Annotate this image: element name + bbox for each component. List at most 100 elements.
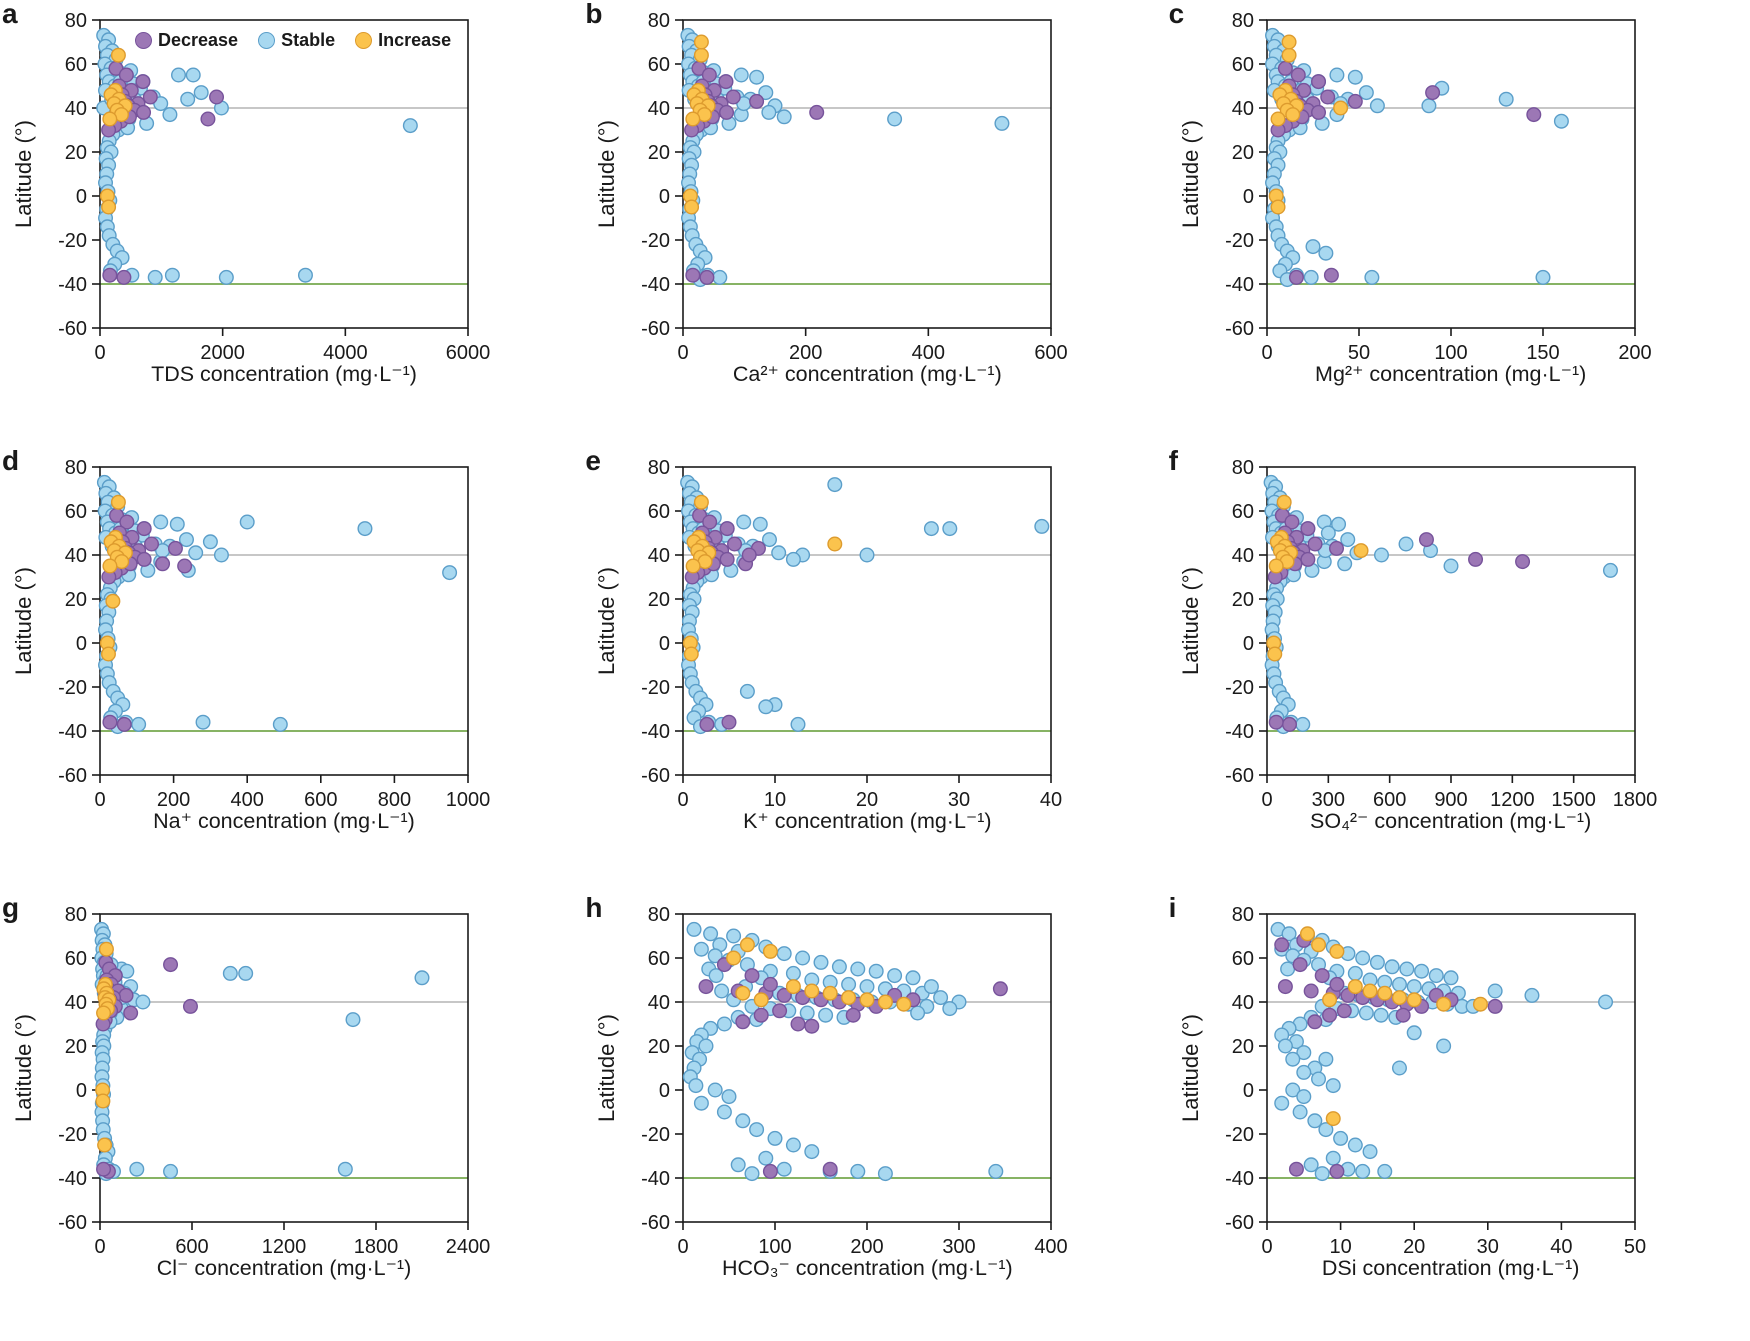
svg-text:-20: -20: [58, 1124, 87, 1146]
svg-text:300: 300: [1311, 789, 1344, 811]
panel-f: f Latitude (°) -60 -40 -20 0 20 40 60 80 0 300 600…: [1167, 445, 1750, 894]
svg-text:-40: -40: [641, 1168, 670, 1190]
legend: Decrease Stable Increase: [135, 30, 451, 51]
svg-text:40: 40: [648, 545, 670, 567]
svg-text:-20: -20: [58, 677, 87, 699]
svg-text:80: 80: [65, 10, 87, 32]
panel-h: h Latitude (°) -60 -40 -20 0 20 40 60 80 0 100 200…: [583, 892, 1166, 1341]
svg-text:600: 600: [1035, 342, 1068, 364]
svg-text:0: 0: [659, 186, 670, 208]
svg-text:4000: 4000: [323, 342, 368, 364]
panel-letter: h: [585, 892, 603, 923]
legend-item-decrease: Decrease: [135, 30, 238, 51]
svg-text:60: 60: [65, 54, 87, 76]
x-axis-label: Ca²⁺ concentration (mg·L⁻¹): [732, 362, 1002, 386]
svg-text:-60: -60: [1225, 765, 1254, 787]
x-axis-label: Mg²⁺ concentration (mg·L⁻¹): [1315, 362, 1587, 386]
svg-text:20: 20: [648, 589, 670, 611]
x-axis-label: HCO₃⁻ concentration (mg·L⁻¹): [721, 1256, 1013, 1280]
svg-text:80: 80: [1231, 457, 1253, 479]
svg-text:400: 400: [231, 789, 264, 811]
svg-text:-40: -40: [1225, 721, 1254, 743]
svg-text:200: 200: [789, 342, 822, 364]
svg-text:20: 20: [65, 142, 87, 164]
svg-text:900: 900: [1434, 789, 1467, 811]
x-axis-label: Cl⁻ concentration (mg·L⁻¹): [156, 1256, 412, 1280]
svg-text:0: 0: [76, 186, 87, 208]
svg-text:0: 0: [94, 789, 105, 811]
panel-letter: b: [585, 0, 603, 29]
svg-text:40: 40: [1550, 1236, 1572, 1258]
svg-text:10: 10: [764, 789, 786, 811]
svg-text:2400: 2400: [446, 1236, 491, 1258]
y-axis-label: Latitude (°): [11, 567, 36, 675]
svg-text:50: 50: [1348, 342, 1370, 364]
y-axis-label: Latitude (°): [594, 567, 620, 675]
svg-text:-60: -60: [641, 1212, 670, 1234]
svg-text:40: 40: [65, 545, 87, 567]
svg-text:0: 0: [678, 1236, 689, 1258]
svg-text:60: 60: [648, 501, 670, 523]
svg-text:40: 40: [1231, 98, 1253, 120]
svg-text:80: 80: [648, 457, 670, 479]
y-axis-label: Latitude (°): [11, 1014, 36, 1122]
svg-text:1200: 1200: [262, 1236, 307, 1258]
svg-text:80: 80: [648, 904, 670, 926]
svg-text:0: 0: [94, 342, 105, 364]
svg-text:30: 30: [948, 789, 970, 811]
svg-text:600: 600: [175, 1236, 208, 1258]
svg-text:20: 20: [1403, 1236, 1425, 1258]
panel-letter: c: [1168, 0, 1185, 29]
svg-text:40: 40: [648, 98, 670, 120]
svg-text:-20: -20: [641, 677, 670, 699]
svg-text:1000: 1000: [446, 789, 491, 811]
svg-text:10: 10: [1329, 1236, 1351, 1258]
svg-text:1500: 1500: [1551, 789, 1596, 811]
x-axis-label: DSi concentration (mg·L⁻¹): [1321, 1256, 1580, 1280]
svg-text:-60: -60: [58, 765, 87, 787]
scatter-plot-mg: -60 -40 -20 0 20 40 60 80 0 50 100 150 200: [1225, 10, 1652, 364]
svg-text:40: 40: [65, 992, 87, 1014]
panel-b: b Latitude (°) -60 -40 -20 0 20 40 60 80 0 200 400…: [583, 0, 1166, 447]
svg-text:1200: 1200: [1490, 789, 1535, 811]
scatter-plot-dsi: -60 -40 -20 0 20 40 60 80 0 10 20 30 40 50: [1225, 904, 1646, 1258]
svg-text:1800: 1800: [1612, 789, 1657, 811]
x-axis-label: TDS concentration (mg·L⁻¹): [151, 362, 417, 386]
svg-text:0: 0: [659, 633, 670, 655]
svg-text:0: 0: [659, 1080, 670, 1102]
y-axis-label: Latitude (°): [1177, 567, 1203, 675]
y-axis-label: Latitude (°): [1177, 1014, 1203, 1122]
legend-item-stable: Stable: [258, 30, 335, 51]
x-axis-label: Na⁺ concentration (mg·L⁻¹): [153, 809, 415, 833]
x-axis-label: K⁺ concentration (mg·L⁻¹): [743, 809, 992, 833]
svg-text:-60: -60: [641, 318, 670, 340]
scatter-plot-cl: -60 -40 -20 0 20 40 60 80 0 600 1200 1800 2400: [58, 904, 491, 1258]
svg-text:0: 0: [94, 1236, 105, 1258]
svg-text:20: 20: [1231, 142, 1253, 164]
panel-e: e Latitude (°) -60 -40 -20 0 20 40 60 80 0 10 20 30…: [583, 445, 1166, 894]
svg-text:60: 60: [1231, 948, 1253, 970]
svg-text:600: 600: [1373, 789, 1406, 811]
svg-text:-40: -40: [1225, 1168, 1254, 1190]
svg-text:-60: -60: [1225, 318, 1254, 340]
svg-text:200: 200: [851, 1236, 884, 1258]
legend-label-stable: Stable: [281, 30, 336, 50]
svg-text:20: 20: [1231, 1036, 1253, 1058]
svg-text:0: 0: [76, 1080, 87, 1102]
svg-text:-40: -40: [58, 721, 87, 743]
scatter-plot-ca: -60 -40 -20 0 20 40 60 80 0 200 400 600: [641, 10, 1068, 364]
svg-text:-40: -40: [641, 274, 670, 296]
svg-text:0: 0: [76, 633, 87, 655]
scatter-plot-tds: -60 -40 -20 0 20 40 60 80 0 2000 4000 6000: [58, 10, 490, 364]
svg-text:200: 200: [1618, 342, 1651, 364]
svg-text:-40: -40: [58, 1168, 87, 1190]
svg-text:-20: -20: [1225, 677, 1254, 699]
increase-dot-icon: [355, 32, 373, 49]
svg-text:60: 60: [65, 948, 87, 970]
svg-text:-60: -60: [58, 1212, 87, 1234]
svg-text:100: 100: [1434, 342, 1467, 364]
stable-dot-icon: [258, 32, 276, 49]
panel-letter: d: [2, 445, 20, 476]
